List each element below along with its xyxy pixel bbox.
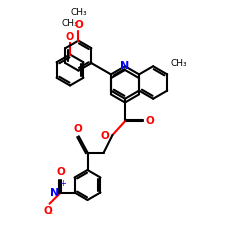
Text: O: O	[74, 20, 83, 30]
Text: N: N	[50, 188, 59, 198]
Text: N: N	[120, 61, 130, 71]
Text: CH₃: CH₃	[70, 8, 87, 17]
Text: O: O	[66, 32, 74, 42]
Text: O: O	[73, 124, 82, 134]
Text: O: O	[145, 116, 154, 126]
Text: O: O	[43, 206, 52, 216]
Text: CH₃: CH₃	[62, 19, 78, 28]
Text: CH₃: CH₃	[171, 59, 188, 68]
Text: O: O	[56, 167, 65, 177]
Text: +: +	[60, 179, 66, 188]
Text: ⁻: ⁻	[47, 211, 52, 221]
Text: O: O	[101, 131, 110, 141]
